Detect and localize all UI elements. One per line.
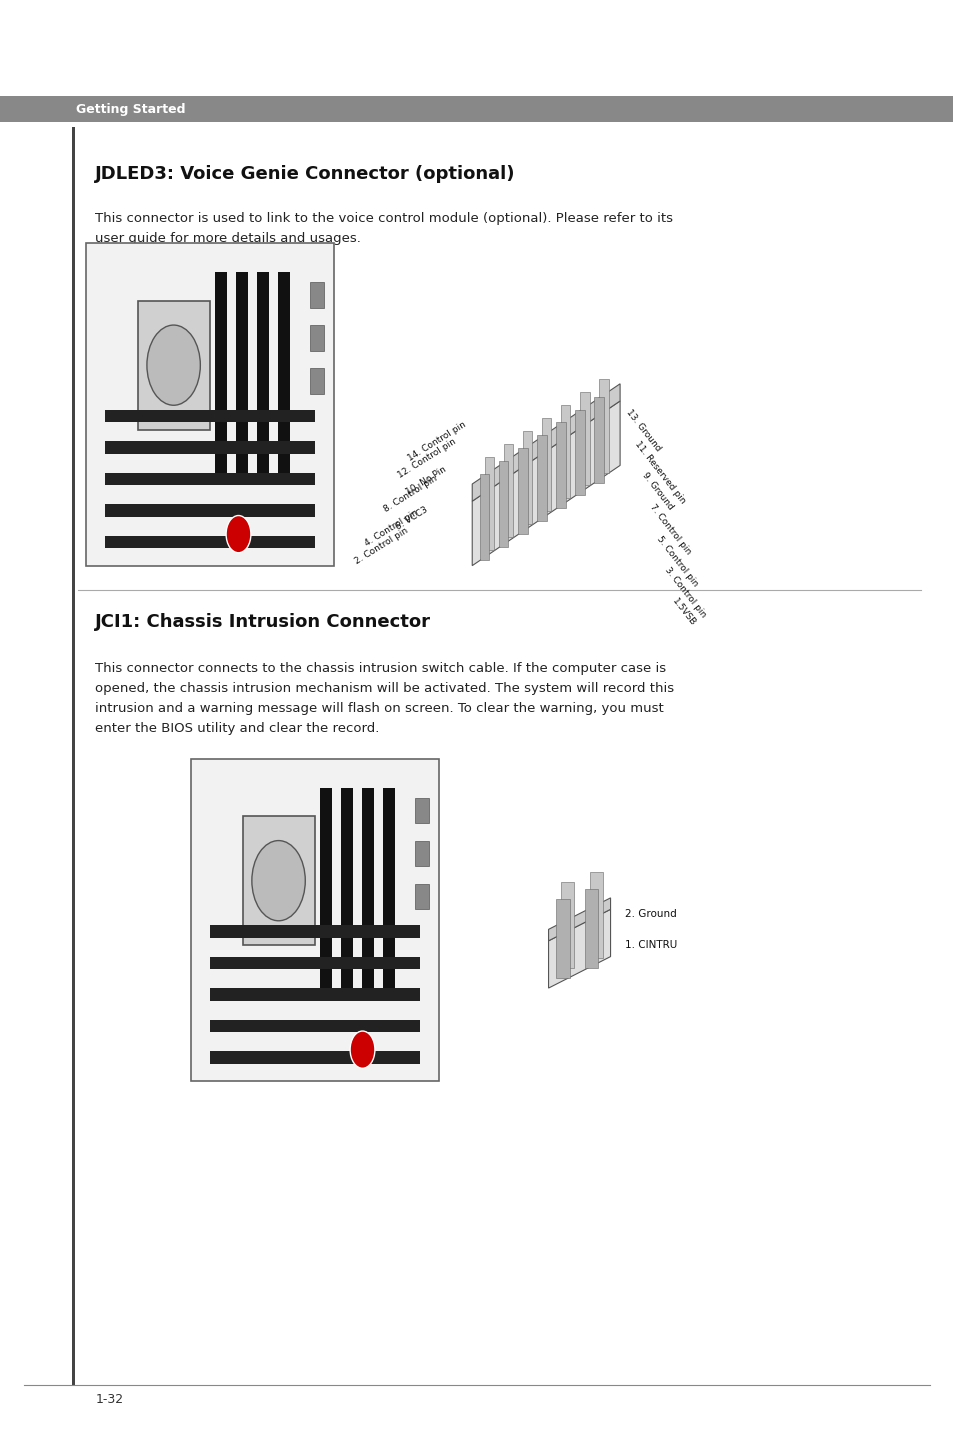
Bar: [210, 957, 419, 969]
Bar: [575, 410, 584, 495]
Text: 1. CINTRU: 1. CINTRU: [624, 941, 677, 949]
Text: 1.5VSB: 1.5VSB: [670, 597, 697, 629]
Text: Getting Started: Getting Started: [76, 103, 186, 116]
Bar: [556, 422, 565, 508]
Bar: [598, 379, 608, 473]
Bar: [579, 392, 589, 485]
Polygon shape: [548, 898, 610, 941]
Bar: [235, 272, 248, 473]
Text: 4. Control pin: 4. Control pin: [363, 508, 419, 548]
Text: 1-32: 1-32: [95, 1393, 123, 1406]
Text: 9. Ground: 9. Ground: [639, 471, 674, 511]
Bar: [589, 872, 602, 958]
Bar: [105, 536, 314, 548]
Polygon shape: [472, 384, 619, 501]
Text: JDLED3: Voice Genie Connector (optional): JDLED3: Voice Genie Connector (optional): [95, 165, 516, 183]
Bar: [214, 272, 227, 473]
FancyBboxPatch shape: [243, 816, 314, 945]
FancyBboxPatch shape: [86, 243, 334, 566]
FancyBboxPatch shape: [191, 759, 438, 1081]
Text: 6. VCC3: 6. VCC3: [394, 504, 429, 531]
Text: This connector connects to the chassis intrusion switch cable. If the computer c: This connector connects to the chassis i…: [95, 662, 674, 735]
Bar: [415, 841, 429, 866]
Bar: [256, 272, 269, 473]
Bar: [210, 988, 419, 1001]
Polygon shape: [548, 909, 610, 988]
Bar: [537, 435, 546, 521]
Bar: [517, 448, 527, 534]
Text: 14. Control pin: 14. Control pin: [406, 420, 467, 463]
Bar: [560, 882, 574, 968]
Text: 12. Control pin: 12. Control pin: [396, 437, 457, 480]
Text: 10. No Pin: 10. No Pin: [404, 465, 448, 497]
Bar: [71, 127, 75, 1385]
Bar: [541, 418, 551, 511]
FancyBboxPatch shape: [138, 301, 210, 430]
Bar: [210, 925, 419, 938]
Polygon shape: [472, 401, 619, 566]
Bar: [310, 368, 324, 394]
Text: 3. Control pin: 3. Control pin: [662, 566, 707, 620]
Bar: [210, 1020, 419, 1032]
Text: 8. Control pin: 8. Control pin: [382, 474, 438, 514]
Circle shape: [350, 1031, 375, 1068]
Text: 5. Control pin: 5. Control pin: [655, 534, 700, 589]
Bar: [484, 457, 494, 550]
Text: 13. Ground: 13. Ground: [624, 408, 662, 454]
Bar: [479, 474, 489, 560]
Text: 7. Control pin: 7. Control pin: [647, 503, 692, 557]
Bar: [594, 397, 603, 483]
Bar: [340, 788, 353, 988]
Bar: [522, 431, 532, 524]
Text: JCI1: Chassis Intrusion Connector: JCI1: Chassis Intrusion Connector: [95, 613, 431, 632]
Bar: [105, 441, 314, 454]
Bar: [0, 96, 953, 122]
Bar: [584, 889, 598, 968]
Circle shape: [147, 325, 200, 405]
Bar: [498, 461, 508, 547]
Circle shape: [252, 841, 305, 921]
Circle shape: [226, 516, 251, 553]
Bar: [105, 504, 314, 517]
Bar: [210, 1051, 419, 1064]
Bar: [415, 798, 429, 823]
Text: 11. Reserved pin: 11. Reserved pin: [632, 440, 686, 505]
Bar: [105, 473, 314, 485]
Bar: [310, 282, 324, 308]
Text: This connector is used to link to the voice control module (optional). Please re: This connector is used to link to the vo…: [95, 212, 673, 245]
Text: 2. Ground: 2. Ground: [624, 909, 676, 918]
Bar: [361, 788, 374, 988]
Bar: [503, 444, 513, 537]
Bar: [382, 788, 395, 988]
Bar: [415, 884, 429, 909]
Bar: [310, 325, 324, 351]
Bar: [319, 788, 332, 988]
Bar: [560, 405, 570, 498]
Bar: [105, 410, 314, 422]
Bar: [556, 899, 569, 978]
Text: 2. Control pin: 2. Control pin: [354, 526, 410, 566]
Bar: [277, 272, 290, 473]
